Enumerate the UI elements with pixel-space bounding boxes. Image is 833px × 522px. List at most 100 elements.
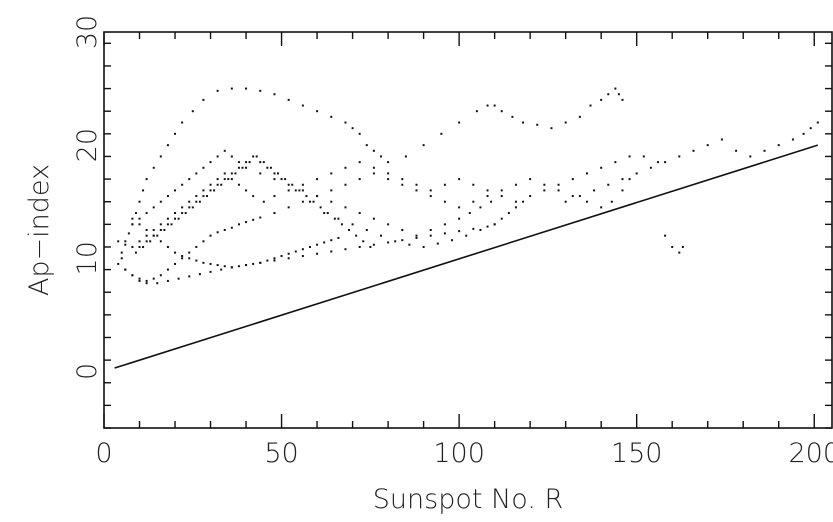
data-point: [273, 172, 276, 175]
data-point: [237, 166, 240, 169]
data-point: [720, 138, 723, 141]
data-point: [127, 232, 130, 235]
data-point: [479, 206, 482, 209]
data-point: [415, 234, 418, 237]
data-point: [188, 275, 191, 278]
data-point: [387, 172, 390, 175]
data-point: [202, 261, 205, 264]
data-point: [117, 262, 120, 265]
data-point: [138, 223, 141, 226]
data-point: [387, 161, 390, 164]
data-point: [174, 189, 177, 192]
data-point: [170, 223, 173, 226]
x-tick-label: 100: [433, 438, 485, 469]
data-point: [415, 183, 418, 186]
data-point: [209, 189, 212, 192]
data-point: [472, 227, 475, 230]
data-point: [536, 123, 539, 126]
data-point: [486, 225, 489, 228]
data-point: [223, 149, 226, 152]
tick-labels: 0 50 100 150 200 0 10 20 30: [72, 15, 833, 469]
data-point: [198, 273, 201, 276]
data-point: [344, 121, 347, 124]
data-point: [802, 132, 805, 135]
data-point: [287, 98, 290, 101]
data-point: [472, 200, 475, 203]
data-point: [266, 259, 269, 262]
data-point: [188, 206, 191, 209]
data-point: [142, 245, 145, 248]
data-point: [578, 115, 581, 118]
data-point: [159, 229, 162, 231]
data-point: [131, 274, 134, 277]
data-point: [174, 217, 177, 220]
data-point: [177, 277, 180, 280]
data-point: [152, 229, 155, 231]
data-point: [209, 270, 212, 273]
data-point: [543, 189, 546, 192]
data-point: [678, 155, 681, 158]
data-point: [621, 98, 624, 101]
data-point: [348, 229, 351, 231]
data-point: [358, 178, 361, 181]
data-point: [458, 178, 461, 181]
data-point: [134, 212, 137, 215]
data-point: [166, 217, 169, 220]
data-point: [369, 245, 372, 248]
data-point: [500, 110, 503, 113]
data-point: [277, 172, 280, 175]
x-axis-label: Sunspot No. R: [373, 484, 563, 515]
data-point: [287, 183, 290, 186]
data-point: [216, 89, 219, 92]
data-point: [138, 217, 141, 220]
data-point: [273, 259, 276, 262]
data-point: [188, 178, 191, 181]
data-point: [195, 195, 198, 198]
data-point: [181, 206, 184, 209]
data-point: [308, 245, 311, 248]
data-point: [458, 206, 461, 209]
data-point: [280, 178, 283, 181]
data-point: [664, 234, 667, 237]
data-point: [245, 166, 248, 169]
data-point: [301, 200, 304, 203]
data-point: [735, 149, 738, 152]
data-point: [166, 245, 169, 248]
data-point: [230, 155, 233, 158]
data-point: [600, 166, 603, 169]
data-point: [415, 189, 418, 192]
data-point: [273, 212, 276, 215]
data-point: [198, 200, 201, 203]
data-point: [269, 166, 272, 169]
data-point: [166, 279, 169, 282]
data-point: [195, 245, 198, 248]
data-point: [344, 183, 347, 186]
data-point: [514, 200, 517, 203]
data-point: [131, 217, 134, 220]
data-point: [429, 229, 432, 231]
data-point: [156, 234, 159, 237]
reference-line: [114, 144, 819, 369]
data-point: [330, 239, 333, 242]
data-point: [600, 98, 603, 101]
data-point: [507, 212, 510, 215]
data-point: [564, 200, 567, 203]
data-point: [316, 252, 319, 255]
data-point: [621, 189, 624, 192]
data-point: [465, 234, 468, 237]
data-point: [287, 252, 290, 255]
data-point: [174, 251, 177, 254]
x-tick-label: 0: [95, 438, 112, 469]
data-point: [529, 195, 532, 198]
data-point: [202, 240, 205, 243]
data-point: [408, 243, 411, 246]
data-point: [138, 279, 141, 282]
data-points: [117, 87, 819, 285]
data-point: [422, 245, 425, 248]
data-point: [387, 178, 390, 181]
data-point: [245, 161, 248, 164]
data-point: [387, 223, 390, 226]
data-point: [401, 229, 404, 231]
axis-ticks: [103, 32, 832, 429]
data-point: [262, 200, 265, 203]
